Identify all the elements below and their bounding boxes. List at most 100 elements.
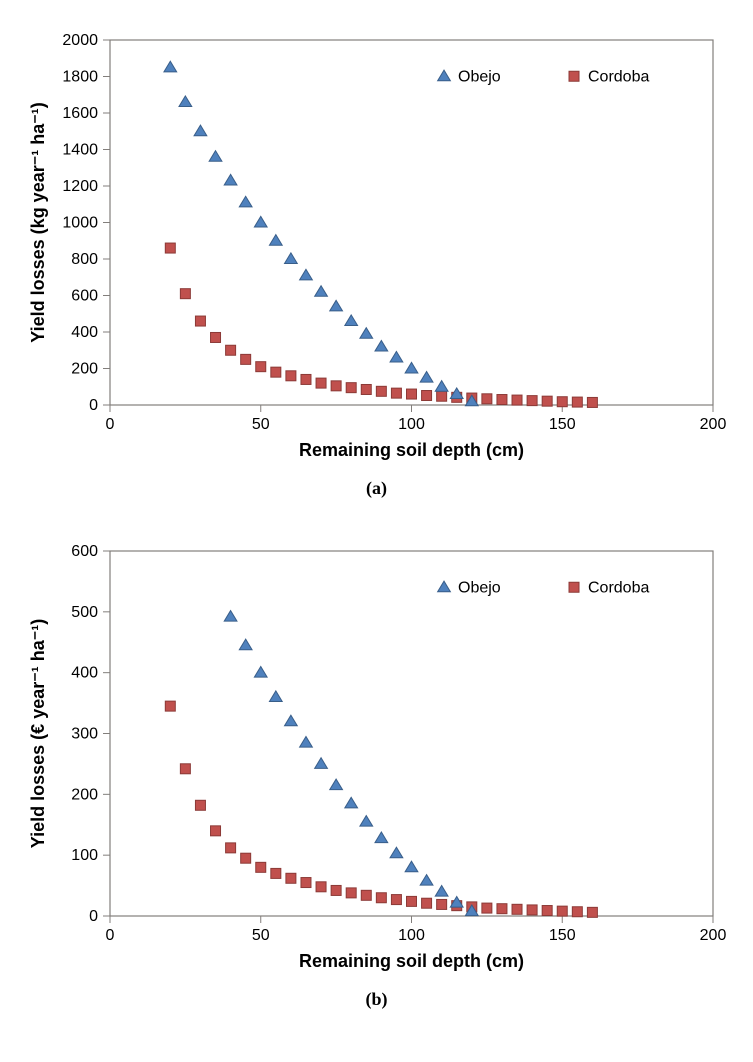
marker-triangle — [254, 667, 267, 678]
marker-triangle — [375, 340, 388, 351]
y-tick-label: 600 — [71, 543, 98, 560]
marker-square — [572, 907, 582, 917]
marker-square — [286, 371, 296, 381]
y-tick-label: 1600 — [62, 105, 98, 122]
chart-a-svg: 0501001502000200400600800100012001400160… — [20, 20, 733, 470]
marker-square — [557, 397, 567, 407]
marker-square — [301, 374, 311, 384]
y-tick-label: 0 — [89, 397, 98, 414]
marker-square — [286, 873, 296, 883]
caption-b: (b) — [20, 989, 733, 1010]
x-tick-label: 50 — [252, 927, 270, 944]
marker-square — [391, 895, 401, 905]
y-tick-label: 600 — [71, 288, 98, 305]
y-tick-label: 400 — [71, 665, 98, 682]
marker-square — [226, 843, 236, 853]
x-tick-label: 200 — [700, 416, 727, 433]
y-tick-label: 200 — [71, 361, 98, 378]
marker-square — [346, 888, 356, 898]
marker-square — [180, 289, 190, 299]
marker-triangle — [239, 196, 252, 207]
y-tick-label: 1800 — [62, 69, 98, 86]
marker-square — [271, 868, 281, 878]
legend-label: Obejo — [458, 68, 501, 85]
chart-b-wrap: 0501001502000100200300400500600Remaining… — [20, 531, 733, 981]
y-tick-label: 1200 — [62, 178, 98, 195]
marker-triangle — [209, 151, 222, 162]
marker-triangle — [438, 70, 451, 81]
x-tick-label: 0 — [106, 416, 115, 433]
y-tick-label: 100 — [71, 847, 98, 864]
marker-square — [512, 395, 522, 405]
marker-triangle — [300, 269, 313, 280]
figure-container: 0501001502000200400600800100012001400160… — [20, 20, 733, 1010]
marker-square — [165, 243, 175, 253]
marker-square — [497, 904, 507, 914]
y-tick-label: 500 — [71, 604, 98, 621]
marker-triangle — [254, 216, 267, 227]
marker-square — [316, 882, 326, 892]
marker-square — [557, 906, 567, 916]
marker-triangle — [269, 235, 282, 246]
marker-square — [180, 764, 190, 774]
marker-triangle — [390, 847, 403, 858]
marker-triangle — [315, 286, 328, 297]
y-tick-label: 200 — [71, 786, 98, 803]
y-tick-label: 2000 — [62, 32, 98, 49]
marker-triangle — [405, 362, 418, 373]
marker-square — [437, 899, 447, 909]
marker-square — [376, 386, 386, 396]
marker-square — [316, 378, 326, 388]
marker-triangle — [360, 816, 373, 827]
x-tick-label: 50 — [252, 416, 270, 433]
marker-square — [226, 345, 236, 355]
marker-triangle — [269, 691, 282, 702]
marker-triangle — [330, 779, 343, 790]
marker-triangle — [330, 300, 343, 311]
marker-triangle — [300, 736, 313, 747]
marker-square — [527, 905, 537, 915]
marker-square — [542, 906, 552, 916]
marker-square — [542, 396, 552, 406]
marker-square — [497, 395, 507, 405]
marker-triangle — [285, 253, 298, 264]
plot-frame — [110, 40, 713, 405]
marker-triangle — [438, 581, 451, 592]
marker-square — [241, 354, 251, 364]
y-tick-label: 1400 — [62, 142, 98, 159]
marker-square — [331, 381, 341, 391]
marker-square — [482, 903, 492, 913]
marker-triangle — [345, 315, 358, 326]
marker-triangle — [435, 381, 448, 392]
marker-square — [437, 391, 447, 401]
marker-square — [195, 316, 205, 326]
marker-square — [587, 907, 597, 917]
marker-triangle — [420, 371, 433, 382]
marker-square — [301, 878, 311, 888]
marker-square — [256, 362, 266, 372]
marker-square — [391, 388, 401, 398]
marker-square — [361, 384, 371, 394]
caption-a: (a) — [20, 478, 733, 499]
marker-square — [331, 885, 341, 895]
marker-triangle — [179, 96, 192, 107]
x-tick-label: 100 — [398, 927, 425, 944]
marker-square — [256, 862, 266, 872]
marker-triangle — [345, 797, 358, 808]
marker-triangle — [375, 832, 388, 843]
marker-triangle — [164, 61, 177, 72]
legend-label: Cordoba — [588, 68, 649, 85]
x-tick-label: 100 — [398, 416, 425, 433]
y-tick-label: 800 — [71, 251, 98, 268]
chart-a-wrap: 0501001502000200400600800100012001400160… — [20, 20, 733, 470]
y-tick-label: 0 — [89, 908, 98, 925]
legend-label: Obejo — [458, 579, 501, 596]
marker-square — [407, 389, 417, 399]
x-tick-label: 150 — [549, 927, 576, 944]
x-axis-title: Remaining soil depth (cm) — [299, 951, 524, 971]
marker-square — [422, 898, 432, 908]
marker-square — [422, 391, 432, 401]
marker-triangle — [224, 611, 237, 622]
x-tick-label: 150 — [549, 416, 576, 433]
x-axis-title: Remaining soil depth (cm) — [299, 440, 524, 460]
